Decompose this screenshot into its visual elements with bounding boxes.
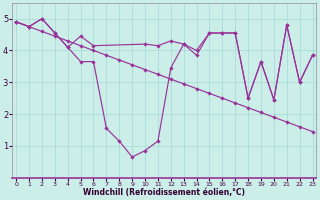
X-axis label: Windchill (Refroidissement éolien,°C): Windchill (Refroidissement éolien,°C): [83, 188, 245, 197]
